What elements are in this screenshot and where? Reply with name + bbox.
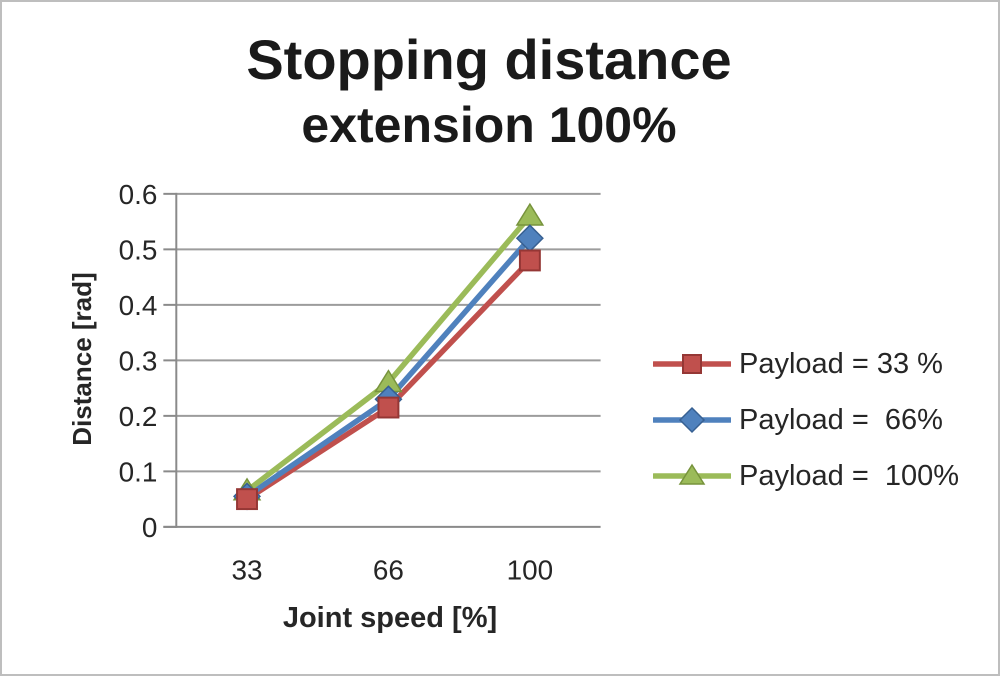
marker-square xyxy=(682,354,702,374)
legend-label: Payload = 33 % xyxy=(739,347,943,380)
legend-marker-triangle-icon xyxy=(653,463,731,485)
legend-item-payload-33: Payload = 33 % xyxy=(653,339,959,389)
marker-triangle xyxy=(515,202,545,226)
legend-marker-square-icon xyxy=(653,354,731,374)
chart-title-line2: extension 100% xyxy=(301,97,677,153)
legend-item-payload-100: Payload = 100% xyxy=(653,451,959,501)
y-tick-label: 0.6 xyxy=(119,179,158,210)
legend-label: Payload = 100% xyxy=(739,459,960,492)
marker-diamond xyxy=(678,406,706,434)
chart-title-line1: Stopping distance xyxy=(246,28,732,91)
y-tick-label: 0.3 xyxy=(119,345,158,376)
legend: Payload = 33 % Payload = 66% Payload = 1… xyxy=(653,339,959,507)
x-tick-label: 66 xyxy=(373,555,404,586)
x-axis-title: Joint speed [%] xyxy=(282,602,498,634)
y-tick-label: 0.1 xyxy=(119,456,158,487)
y-tick-label: 0.5 xyxy=(119,234,158,265)
series-line-triangle xyxy=(244,213,533,494)
marker-square xyxy=(236,488,258,511)
x-tick-label: 100 xyxy=(507,555,554,586)
marker-triangle xyxy=(678,463,706,485)
legend-item-payload-66: Payload = 66% xyxy=(653,395,959,445)
legend-marker-diamond-icon xyxy=(653,406,731,434)
chart-title: Stopping distance extension 100% xyxy=(139,28,839,153)
marker-square xyxy=(518,249,541,272)
legend-label: Payload = 66% xyxy=(739,403,943,436)
marker-square xyxy=(377,396,400,419)
y-tick-label: 0 xyxy=(142,512,158,543)
x-tick-label: 33 xyxy=(232,555,263,586)
y-tick-label: 0.2 xyxy=(119,401,158,432)
y-tick-label: 0.4 xyxy=(119,290,158,321)
